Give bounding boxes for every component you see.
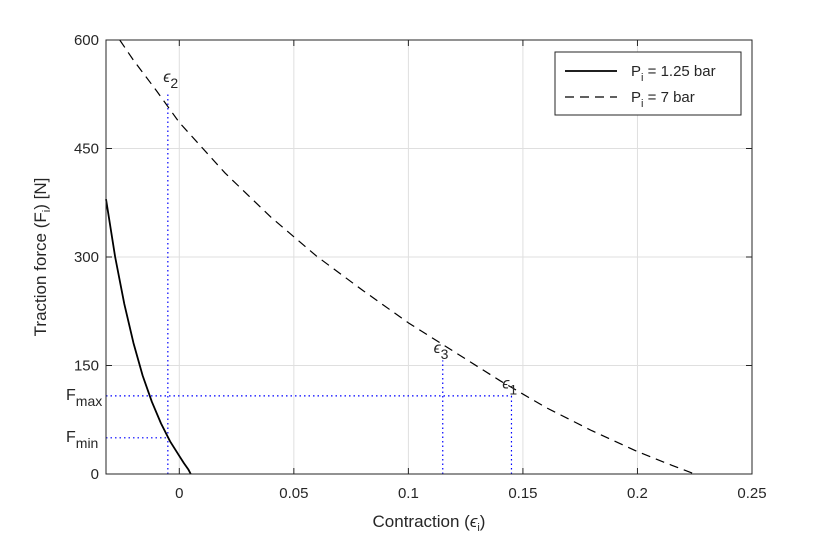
y-tick-label: 300	[74, 249, 99, 266]
annotations: ϵ2 ϵ3 ϵ1 Fmax Fmin	[66, 69, 517, 451]
x-tick-label: 0.15	[508, 485, 537, 502]
annotation-F-min: Fmin	[66, 429, 98, 451]
annotation-epsilon-3: ϵ3	[434, 340, 449, 362]
x-tick-label: 0.05	[279, 485, 308, 502]
x-tick-label: 0	[175, 485, 183, 502]
y-tick-label: 0	[91, 466, 99, 483]
legend: Pi = 1.25 bar Pi = 7 bar	[554, 51, 742, 116]
x-tick-label: 0.25	[737, 485, 766, 502]
y-axis-label-group: Traction force (Fi) [N]	[31, 178, 53, 337]
annotation-epsilon-2: ϵ2	[163, 69, 178, 91]
x-tick-label: 0.1	[398, 485, 419, 502]
y-tick-label: 150	[74, 358, 99, 375]
y-tick-label: 600	[74, 32, 99, 49]
x-tick-label: 0.2	[627, 485, 648, 502]
annotation-epsilon-1: ϵ1	[502, 376, 517, 398]
x-axis-label: Contraction (ϵi)	[373, 512, 486, 534]
reference-lines	[106, 94, 513, 474]
annotation-F-max: Fmax	[66, 387, 102, 409]
series-line-1	[105, 198, 192, 475]
y-tick-label: 450	[74, 141, 99, 158]
series	[105, 39, 695, 475]
legend-entry-1: Pi = 1.25 bar	[631, 63, 716, 84]
legend-box	[554, 51, 742, 116]
ticks: 0 0.05 0.1 0.15 0.2 0.25 0 150 300 450 600	[74, 32, 767, 502]
y-axis-label: Traction force (Fi) [N]	[31, 178, 53, 337]
series-line-2	[119, 39, 695, 475]
legend-entry-2: Pi = 7 bar	[631, 89, 695, 110]
